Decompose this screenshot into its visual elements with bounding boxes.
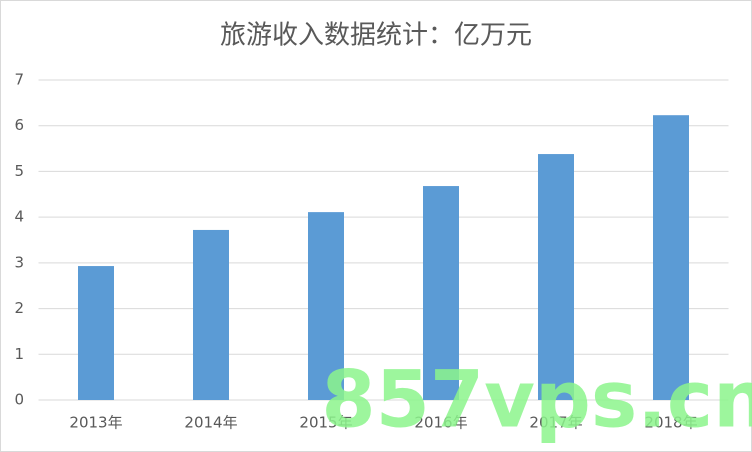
- bar: [423, 186, 459, 400]
- y-tick-label: 1: [14, 345, 24, 363]
- x-tick-label: 2018年: [644, 414, 697, 432]
- y-tick-label: 6: [14, 116, 24, 134]
- y-tick-label: 2: [14, 299, 24, 317]
- bar: [308, 212, 344, 400]
- x-tick-label: 2013年: [69, 414, 122, 432]
- bar: [193, 229, 229, 400]
- bar: [538, 154, 574, 400]
- y-tick-label: 7: [14, 71, 24, 89]
- watermark: 857vps.cn: [321, 355, 752, 445]
- bar: [78, 266, 114, 400]
- y-tick-label: 4: [14, 208, 24, 226]
- x-tick-label: 2017年: [529, 414, 582, 432]
- y-tick-label: 5: [14, 162, 24, 180]
- y-tick-label: 3: [14, 253, 24, 271]
- bar: [653, 115, 689, 400]
- y-tick-label: 0: [14, 391, 24, 409]
- x-tick-label: 2016年: [414, 414, 467, 432]
- x-tick-label: 2014年: [184, 414, 237, 432]
- chart-title: 旅游收入数据统计：亿万元: [220, 21, 532, 51]
- x-tick-label: 2015年: [299, 414, 352, 432]
